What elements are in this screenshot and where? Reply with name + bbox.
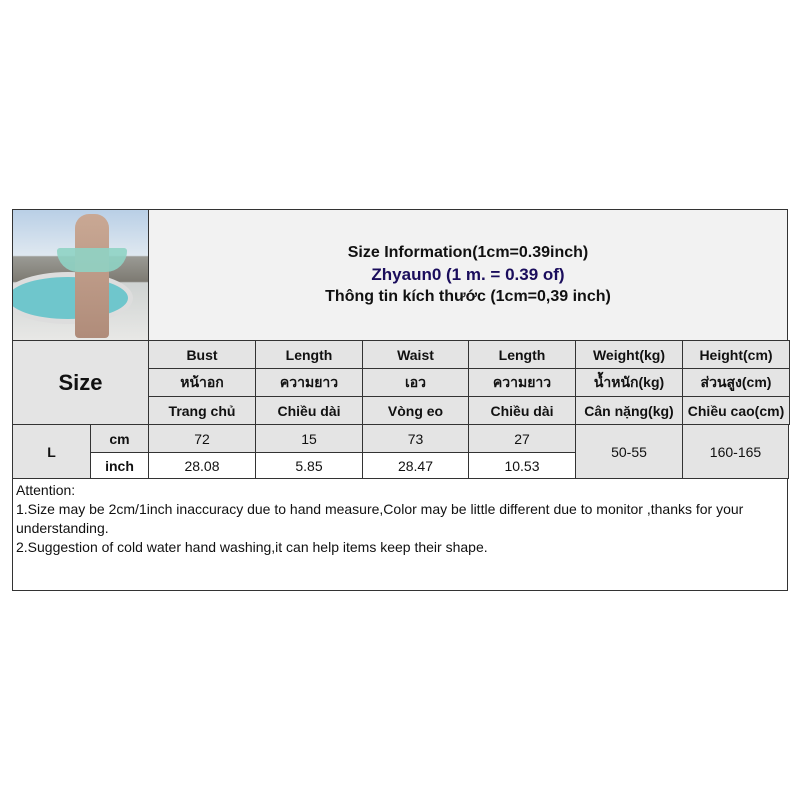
attention-line-1: 1.Size may be 2cm/1inch inaccuracy due t… (16, 501, 744, 536)
size-header: Size (12, 340, 149, 425)
height-value: 160-165 (682, 424, 789, 479)
title-line-2: Zhyaun0 (1 m. = 0.39 of) (371, 265, 565, 284)
column-header: ความยาว (468, 368, 576, 397)
column-header: ความยาว (255, 368, 363, 397)
cm-value: 27 (468, 424, 576, 453)
column-header: Weight(kg) (575, 340, 683, 369)
column-header: Vòng eo (362, 396, 469, 425)
column-header: ส่วนสูง(cm) (682, 368, 790, 397)
column-header: Cân nặng(kg) (575, 396, 683, 425)
attention-line-2: 2.Suggestion of cold water hand washing,… (16, 539, 488, 555)
inch-value: 28.47 (362, 452, 469, 479)
column-header: Chiều dài (255, 396, 363, 425)
column-header: Length (255, 340, 363, 369)
cm-value: 72 (148, 424, 256, 453)
product-photo (12, 209, 149, 341)
column-header: Chiều cao(cm) (682, 396, 790, 425)
cm-value: 73 (362, 424, 469, 453)
attention-notes: Attention: 1.Size may be 2cm/1inch inacc… (12, 478, 788, 591)
unit-inch: inch (90, 452, 149, 479)
unit-cm: cm (90, 424, 149, 453)
title-line-1: Size Information(1cm=0.39inch) (347, 244, 589, 261)
inch-value: 5.85 (255, 452, 363, 479)
size-info-title: Size Information(1cm=0.39inch) Zhyaun0 (… (148, 209, 788, 341)
column-header: Waist (362, 340, 469, 369)
weight-value: 50-55 (575, 424, 683, 479)
column-header: Height(cm) (682, 340, 790, 369)
column-header: Chiều dài (468, 396, 576, 425)
column-header: เอว (362, 368, 469, 397)
column-header: Trang chủ (148, 396, 256, 425)
size-value: L (12, 424, 91, 479)
attention-title: Attention: (16, 482, 76, 498)
inch-value: 28.08 (148, 452, 256, 479)
inch-value: 10.53 (468, 452, 576, 479)
column-header: หน้าอก (148, 368, 256, 397)
cm-value: 15 (255, 424, 363, 453)
column-header: Bust (148, 340, 256, 369)
title-line-3: Thông tin kích thước (1cm=0,39 inch) (325, 288, 611, 305)
column-header: น้ำหนัก(kg) (575, 368, 683, 397)
column-header: Length (468, 340, 576, 369)
